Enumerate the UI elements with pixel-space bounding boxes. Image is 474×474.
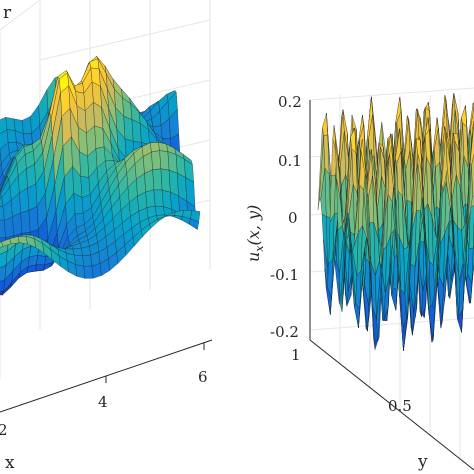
zlabel-main: u	[244, 252, 263, 262]
zlabel-sub: x	[253, 245, 266, 252]
right-surface-patch	[468, 205, 474, 249]
right-surface-patch	[391, 287, 398, 311]
left-surface-patch	[151, 150, 162, 170]
left-surface-patch	[21, 116, 32, 134]
left-x-axis-label: x	[5, 453, 15, 473]
left-x-tick-label: 4	[98, 393, 108, 411]
left-surface-patch	[20, 209, 31, 234]
left-surface-patch	[159, 150, 170, 171]
left-surface-patch	[145, 189, 156, 208]
right-surface-patch	[468, 102, 474, 135]
right-y-tick-label: 1	[291, 346, 301, 364]
left-surface-patch	[83, 265, 94, 279]
left-axes	[0, 339, 213, 413]
right-z-tick-label: -0.1	[270, 266, 299, 284]
left-surface-patch	[5, 117, 16, 131]
zlabel-args: (x, y)	[244, 205, 263, 246]
left-surface-patch	[190, 210, 201, 223]
left-surface-patch	[91, 263, 102, 279]
right-surface-patch	[471, 245, 474, 284]
left-z-axis-label: r	[3, 3, 12, 23]
right-y-tick-label: 0.5	[388, 397, 412, 415]
right-grid-line	[309, 87, 474, 101]
right-grid-line	[309, 317, 474, 331]
left-surface-patch	[89, 58, 100, 70]
left-surface-patch	[150, 142, 160, 153]
left-surface-patch	[155, 205, 165, 216]
right-y-axis-label: y	[417, 452, 428, 472]
left-surface-patch	[28, 206, 39, 233]
right-surface-plot: 0.2 0.1 0 -0.1 -0.2 1 0.5 y ux(x, y)	[244, 87, 474, 472]
right-axes	[309, 100, 474, 471]
left-surface-patch	[167, 151, 178, 174]
left-grid-line	[0, 0, 41, 31]
left-surface-patch	[153, 189, 164, 207]
right-z-axis-label: ux(x, y)	[244, 205, 266, 262]
left-surface-patch	[36, 255, 47, 265]
left-surface-patch	[94, 125, 105, 149]
left-surface-patch	[4, 216, 14, 239]
left-surface-patch	[17, 236, 28, 245]
right-z-tick-label: 0.2	[278, 93, 302, 111]
left-surface-patch	[72, 248, 83, 257]
left-surface-patch	[144, 169, 155, 193]
left-surface-patch	[160, 168, 171, 193]
left-surface-patch	[82, 254, 93, 267]
left-surface-patch	[27, 183, 38, 211]
right-z-tick-label: 0.1	[278, 152, 302, 170]
right-surface-patch	[471, 154, 474, 198]
left-grid-line	[39, 19, 211, 61]
left-surface-patch	[35, 264, 45, 272]
left-surface-patch	[80, 176, 91, 198]
left-x-tick-label: 2	[0, 421, 8, 439]
right-surface-patch	[469, 121, 474, 166]
right-y-axis-line	[309, 339, 474, 471]
right-surface	[317, 93, 474, 351]
left-surface	[0, 55, 201, 296]
left-surface-patch	[12, 212, 23, 236]
left-surface-patch	[75, 264, 86, 279]
right-z-tick-label: -0.2	[270, 323, 299, 341]
left-surface-patch	[81, 246, 91, 257]
right-surface-patch	[322, 113, 328, 137]
right-z-tick-label: 0	[288, 209, 298, 227]
left-surface-patch	[161, 189, 172, 210]
left-surface-patch	[6, 129, 17, 143]
left-x-tick-label: 6	[198, 368, 208, 386]
left-surface-patch	[123, 116, 134, 142]
left-surface-plot: 2 4 6 x r	[0, 0, 213, 473]
left-surface-patch	[152, 168, 163, 191]
